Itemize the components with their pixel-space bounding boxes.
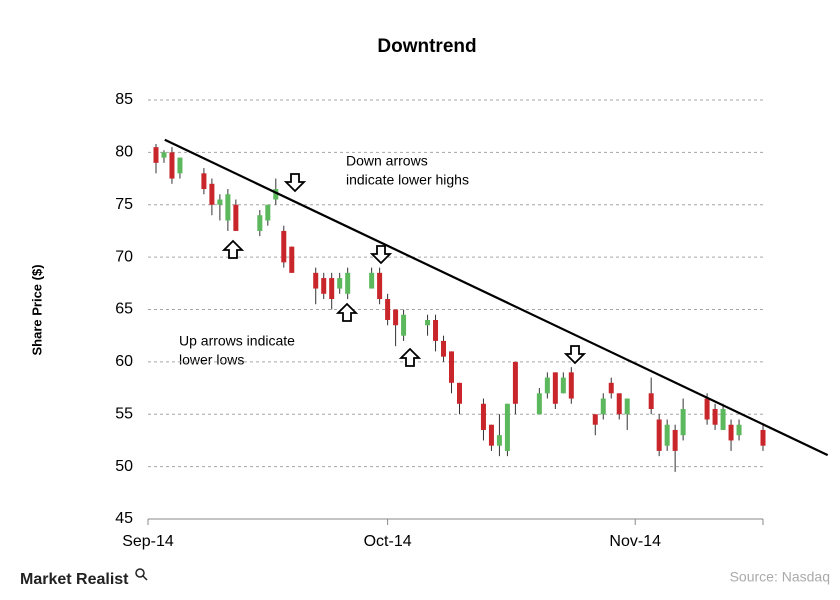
candle-body [441,340,447,357]
candle-body [544,377,550,394]
candle-body [568,372,574,399]
candle-body [321,278,327,294]
candle-body [488,424,494,446]
y-tick-label: 65 [115,301,133,318]
candle-body [345,272,351,294]
candle-body [536,393,542,415]
annotation: Up arrows indicate [179,333,295,349]
candle-body [480,403,486,430]
candle-body [393,309,399,326]
down-arrow [563,345,587,365]
annotation: indicate lower highs [346,172,469,188]
candle-body [281,230,287,263]
candle-body [648,393,654,410]
candle-body [552,372,558,404]
up-arrow [221,239,245,259]
candle-body [313,272,319,289]
down-arrow [369,245,393,265]
candle-body [616,393,622,415]
brand: Market Realist [20,571,129,588]
candle-body [425,319,431,326]
candle-body [728,424,734,441]
candle-body [329,278,335,300]
candle-body [265,204,271,221]
candle-body [369,272,375,289]
candle-body [560,377,566,394]
candle-body [153,147,159,163]
chart-title: Downtrend [377,36,476,57]
up-arrow [335,302,359,322]
brand-icon [135,568,148,581]
candle-body [377,272,383,300]
y-tick-label: 85 [115,91,133,108]
y-tick-label: 55 [115,405,133,422]
candle-body [504,403,510,451]
candle-body [672,429,678,451]
candle-body [456,382,462,404]
candle-body [736,424,742,436]
trendline [164,138,829,457]
annotation: Down arrows [346,153,428,169]
y-tick-label: 60 [115,353,133,370]
y-tick-label: 70 [115,248,133,265]
candle-body [257,215,263,231]
down-arrow [283,173,307,193]
candle-body [449,351,455,383]
candle-body [209,183,215,205]
y-tick-label: 80 [115,144,133,161]
candle-body [656,419,662,451]
candle-body [433,319,439,341]
candle-body [760,429,766,446]
candle-body [600,398,606,415]
y-axis-label: Share Price ($) [29,264,44,355]
candle-body [233,204,239,231]
y-tick-label: 50 [115,458,133,475]
candle-body [169,152,175,179]
candle-body [712,409,718,425]
source: Source: Nasdaq [730,569,830,585]
candle-body [608,382,614,394]
y-tick-label: 75 [115,196,133,213]
up-arrow [398,347,422,367]
annotation: lower lows [179,352,244,368]
candle-body [273,189,279,200]
x-tick-label: Sep-14 [122,533,174,550]
candle-body [289,246,295,273]
candle-body [720,409,726,430]
candle-body [201,173,207,190]
candle-body [225,194,231,221]
candle-body [401,314,407,336]
candle-body [217,199,223,205]
candle-body [337,278,343,289]
candle-body [512,361,518,404]
x-tick-label: Nov-14 [609,533,661,550]
candle-body [592,414,598,425]
candle-body [385,299,391,320]
candle-body [161,152,167,158]
candle-body [177,157,183,174]
candle-body [624,398,630,415]
candle-body [704,398,710,420]
candle-body [664,424,670,446]
candle-body [496,435,502,446]
y-tick-label: 45 [115,510,133,527]
x-tick-label: Oct-14 [364,533,412,550]
candle-body [680,409,686,436]
